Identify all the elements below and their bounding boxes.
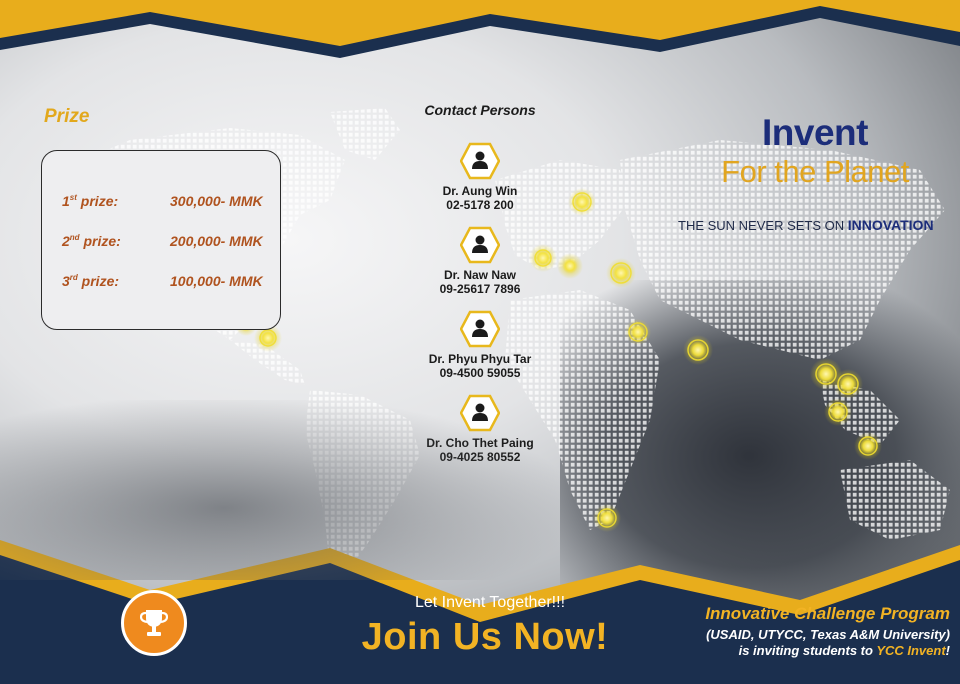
- tagline: THE SUN NEVER SETS ON INNOVATION: [678, 217, 934, 233]
- person-icon: [460, 394, 500, 432]
- prize-amount: 300,000- MMK: [170, 193, 263, 209]
- trophy-button[interactable]: [121, 590, 187, 656]
- ycc-invent-highlight: YCC Invent: [876, 643, 946, 658]
- program-invite: is inviting students to YCC Invent!: [738, 643, 950, 658]
- contact-phone: 09-4025 80552: [439, 450, 521, 464]
- contact-card: Dr. Aung Win 02-5178 200: [390, 142, 570, 212]
- prize-panel: 1st prize: 300,000- MMK 2nd prize: 200,0…: [41, 150, 281, 330]
- contact-name: Dr. Phyu Phyu Tar: [428, 352, 532, 366]
- contact-phone: 02-5178 200: [446, 198, 514, 212]
- contact-name: Dr. Aung Win: [442, 184, 518, 198]
- program-partners: (USAID, UTYCC, Texas A&M University): [706, 627, 950, 642]
- prize-amount: 100,000- MMK: [170, 273, 263, 289]
- contact-phone: 09-4500 59055: [439, 366, 521, 380]
- logo-title: Invent: [762, 112, 868, 153]
- logo-subtitle: For the Planet: [721, 154, 909, 189]
- contact-card: Dr. Phyu Phyu Tar 09-4500 59055: [390, 310, 570, 380]
- join-us-now-heading: Join Us Now!: [361, 616, 609, 658]
- contact-persons-title: Contact Persons: [424, 102, 536, 118]
- tagline-highlight: INNOVATION: [847, 217, 934, 233]
- prize-amount: 200,000- MMK: [170, 233, 263, 249]
- contact-name: Dr. Naw Naw: [443, 268, 517, 282]
- person-icon: [460, 142, 500, 180]
- person-icon: [460, 310, 500, 348]
- prize-heading: Prize: [44, 106, 90, 127]
- trophy-icon: [140, 610, 168, 636]
- program-title: Innovative Challenge Program: [705, 604, 950, 623]
- person-icon: [460, 226, 500, 264]
- contact-card: Dr. Naw Naw 09-25617 7896: [390, 226, 570, 296]
- contact-phone: 09-25617 7896: [439, 282, 521, 296]
- contact-name: Dr. Cho Thet Paing: [426, 436, 534, 450]
- contact-card: Dr. Cho Thet Paing 09-4025 80552: [390, 394, 570, 464]
- let-invent-text: Let Invent Together!!!: [414, 594, 566, 611]
